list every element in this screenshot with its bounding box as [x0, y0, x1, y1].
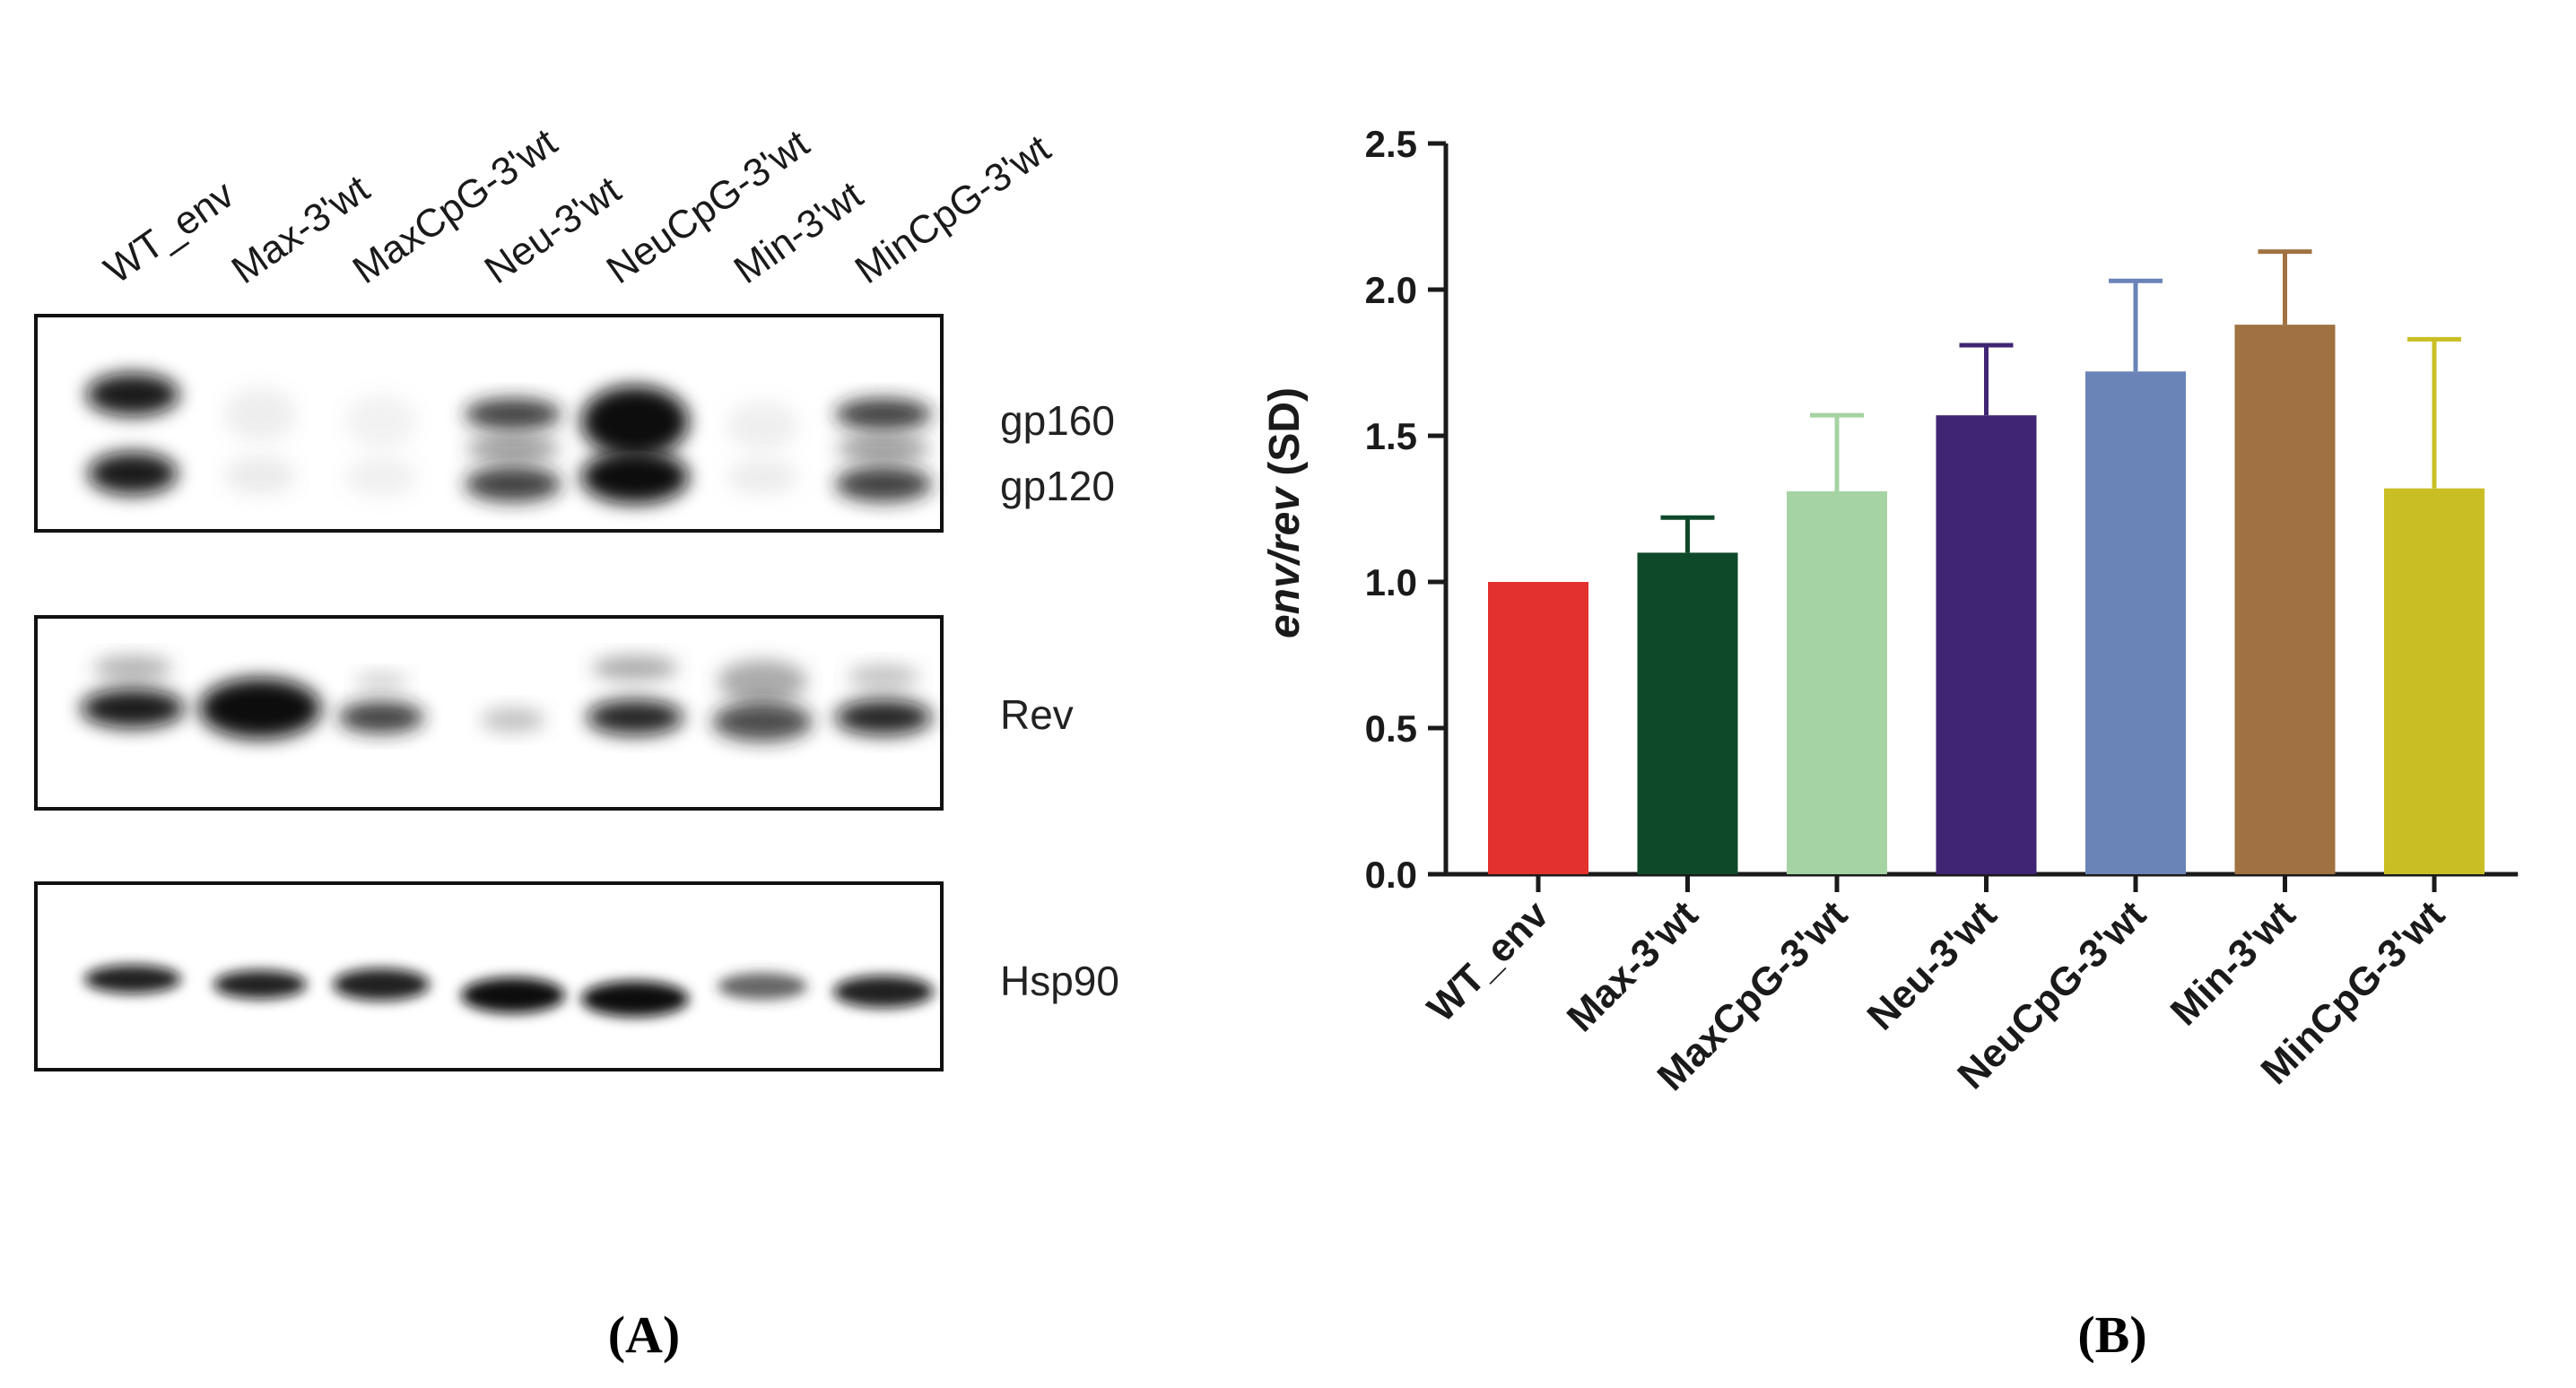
blot-band	[86, 373, 179, 416]
hsp90-bands	[84, 965, 934, 1017]
bar-chart: 0.00.51.01.52.02.5WT_env Max-3'wtMaxCpG-3…	[1365, 123, 2519, 1099]
blot-env	[34, 314, 944, 533]
blot-band	[718, 973, 807, 1000]
blot-band	[93, 655, 172, 681]
blot-band	[587, 699, 683, 735]
y-tick-label: 1.0	[1365, 561, 1417, 603]
blot-band	[481, 707, 545, 733]
blot-band	[727, 459, 798, 495]
x-tick-label: Max-3'wt	[1559, 892, 1707, 1040]
y-tick-label: 2.0	[1365, 269, 1417, 311]
blot-band	[466, 436, 560, 461]
bar-chart-panel: 0.00.51.01.52.02.5WT_env Max-3'wtMaxCpG-3…	[1261, 123, 2519, 1364]
gp120-label: gp120	[1000, 463, 1115, 509]
blot-band	[354, 672, 408, 690]
blot-band	[338, 701, 424, 733]
blot-hsp90	[34, 881, 944, 1071]
blot-band	[592, 655, 678, 681]
x-tick-label: Neu-3'wt	[1859, 892, 2006, 1038]
blot-band	[213, 970, 307, 999]
bar	[1488, 582, 1588, 874]
blot-band	[461, 977, 565, 1013]
rev-label: Rev	[1000, 691, 1074, 738]
bar	[2234, 325, 2336, 874]
blot-band	[712, 702, 813, 742]
lane-label: Max-3'wt	[224, 167, 378, 292]
blot-band	[88, 452, 178, 495]
x-tick-label: WT_env	[1419, 892, 1557, 1030]
blot-band	[835, 466, 932, 502]
y-tick-label: 0.5	[1365, 707, 1417, 750]
blot-band	[345, 457, 417, 497]
blot-band	[848, 664, 919, 690]
panel-b-label: (B)	[2077, 1306, 2146, 1364]
rev-bands	[81, 655, 932, 742]
bar	[1787, 490, 1887, 874]
lane-label: WT_env	[97, 172, 242, 292]
blot-band	[345, 395, 417, 448]
y-axis-title-italic: env/rev	[1261, 486, 1309, 638]
blot-band	[835, 398, 932, 430]
lane-labels: WT_envMax-3'wtMaxCpG-3'wtNeu-3'wtNeuCpG-…	[97, 120, 1058, 292]
blot-band	[224, 387, 296, 441]
blot-band	[81, 689, 185, 728]
blot-band	[581, 450, 689, 504]
blot-band	[465, 466, 561, 502]
gp160-label: gp160	[1000, 397, 1115, 444]
blot-band	[581, 981, 689, 1017]
y-tick-label: 2.5	[1365, 123, 1417, 165]
blot-band	[199, 678, 321, 739]
blot-band	[465, 398, 561, 430]
blot-rev	[34, 615, 944, 811]
blot-band	[224, 455, 296, 495]
blot-band	[833, 976, 934, 1008]
blot-band	[333, 968, 430, 1001]
blot-band	[727, 401, 798, 451]
y-axis-title-unit: (SD)	[1261, 387, 1309, 488]
western-blot-panel: WT_envMax-3'wtMaxCpG-3'wtNeu-3'wtNeuCpG-…	[34, 120, 1119, 1364]
y-axis-title: env/rev (SD)	[1261, 387, 1309, 638]
bar	[1637, 552, 1738, 874]
bar	[1936, 415, 2037, 874]
panel-a-label: (A)	[608, 1306, 681, 1364]
blot-band	[718, 660, 807, 703]
bar	[2085, 371, 2186, 874]
hsp90-label: Hsp90	[1000, 958, 1119, 1004]
blot-band	[835, 699, 932, 735]
y-tick-label: 1.5	[1365, 415, 1417, 457]
y-tick-label: 0.0	[1365, 854, 1417, 896]
bar	[2384, 488, 2485, 874]
lane-label: MinCpG-3'wt	[848, 126, 1058, 292]
blot-band	[837, 436, 930, 461]
env-bands	[86, 373, 932, 504]
blot-band	[84, 965, 181, 993]
x-tick-label: Min-3'wt	[2163, 892, 2304, 1034]
blot-band	[581, 386, 689, 457]
